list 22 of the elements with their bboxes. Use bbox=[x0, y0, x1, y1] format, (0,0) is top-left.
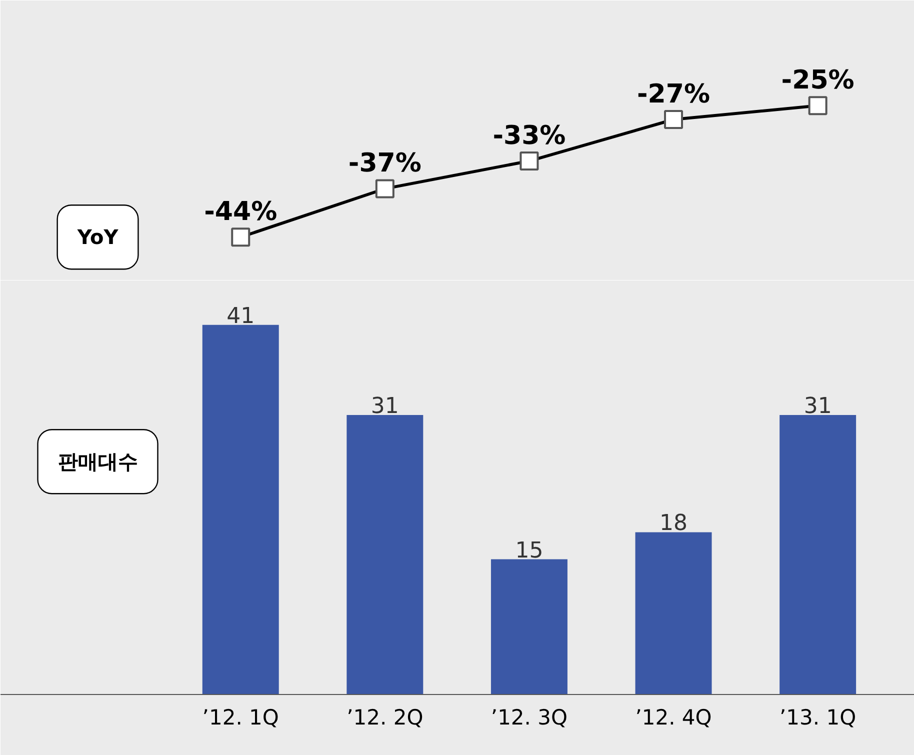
data-label: -37% bbox=[348, 148, 422, 179]
data-label: -27% bbox=[637, 80, 710, 110]
bar bbox=[202, 324, 279, 694]
data-label: 15 bbox=[515, 538, 544, 564]
text: YoY bbox=[76, 225, 119, 250]
x-tick-label: ’12. 3Q bbox=[490, 706, 568, 730]
data-label: 31 bbox=[804, 394, 832, 420]
bar bbox=[346, 415, 424, 694]
data-label: 18 bbox=[660, 511, 688, 536]
data-label: 41 bbox=[226, 304, 255, 329]
x-tick-label: ’13. 1Q bbox=[780, 706, 856, 730]
data-label: 31 bbox=[370, 394, 399, 420]
x-tick-label: ’12. 1Q bbox=[202, 706, 279, 730]
bar bbox=[490, 559, 568, 694]
data-label: -44% bbox=[204, 197, 278, 228]
text: 판매대수 bbox=[58, 450, 138, 474]
bar bbox=[635, 532, 712, 694]
x-tick-label: ’12. 2Q bbox=[346, 706, 424, 730]
data-label: -25% bbox=[781, 66, 854, 96]
data-label: -33% bbox=[492, 121, 566, 152]
bar bbox=[780, 415, 856, 694]
x-tick-label: ’12. 4Q bbox=[635, 706, 712, 730]
